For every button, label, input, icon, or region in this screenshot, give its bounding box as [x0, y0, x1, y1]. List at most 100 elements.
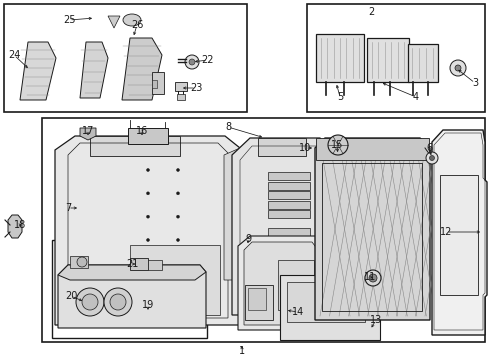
- Circle shape: [364, 270, 380, 286]
- Text: 21: 21: [125, 259, 138, 269]
- Circle shape: [176, 168, 179, 171]
- Bar: [407, 44, 437, 82]
- Text: 22: 22: [202, 55, 214, 65]
- Bar: [70, 256, 88, 268]
- Bar: [267, 238, 309, 246]
- Circle shape: [454, 65, 460, 71]
- Bar: [267, 191, 309, 199]
- Bar: [267, 258, 309, 266]
- Polygon shape: [224, 148, 240, 280]
- Bar: [90, 136, 180, 156]
- Polygon shape: [80, 42, 108, 98]
- Circle shape: [104, 288, 132, 316]
- Ellipse shape: [123, 14, 141, 26]
- Bar: [177, 94, 184, 100]
- Circle shape: [184, 55, 199, 69]
- Bar: [267, 172, 309, 180]
- Bar: [315, 34, 363, 82]
- Circle shape: [82, 294, 98, 310]
- Bar: [258, 138, 305, 156]
- Text: 19: 19: [142, 300, 154, 310]
- Circle shape: [176, 192, 179, 195]
- Bar: [247, 288, 265, 310]
- Text: 5: 5: [336, 92, 343, 102]
- Circle shape: [146, 239, 149, 242]
- Bar: [267, 181, 309, 189]
- Text: 4: 4: [412, 92, 418, 102]
- Polygon shape: [231, 138, 329, 315]
- Bar: [321, 163, 421, 311]
- Bar: [128, 128, 168, 144]
- Text: 6: 6: [425, 143, 431, 153]
- Text: 12: 12: [439, 227, 451, 237]
- Text: 18: 18: [14, 220, 26, 230]
- Circle shape: [146, 215, 149, 218]
- Polygon shape: [244, 242, 317, 325]
- Polygon shape: [55, 136, 240, 325]
- Text: 26: 26: [131, 20, 143, 30]
- Bar: [152, 80, 157, 88]
- Text: 8: 8: [224, 122, 231, 132]
- Text: 3: 3: [471, 78, 477, 88]
- Text: 9: 9: [244, 234, 250, 244]
- Circle shape: [176, 239, 179, 242]
- Circle shape: [146, 192, 149, 195]
- Text: 25: 25: [62, 15, 75, 25]
- Text: 11: 11: [363, 272, 375, 282]
- Text: 2: 2: [367, 7, 373, 17]
- Bar: [148, 260, 162, 270]
- Circle shape: [368, 274, 376, 282]
- Bar: [366, 38, 408, 82]
- Bar: [4, 4, 246, 112]
- Circle shape: [76, 288, 104, 316]
- Bar: [130, 258, 148, 270]
- Text: 14: 14: [291, 307, 304, 317]
- Text: 15: 15: [330, 140, 343, 150]
- Polygon shape: [108, 16, 120, 28]
- Text: 17: 17: [81, 126, 94, 136]
- Circle shape: [146, 168, 149, 171]
- Circle shape: [449, 60, 465, 76]
- Text: 24: 24: [8, 50, 20, 60]
- Bar: [306, 4, 484, 112]
- Text: 13: 13: [369, 315, 381, 325]
- Text: 16: 16: [136, 126, 148, 136]
- Text: 7: 7: [65, 203, 71, 213]
- Bar: [175, 82, 186, 91]
- Circle shape: [425, 152, 437, 164]
- Polygon shape: [20, 42, 56, 100]
- Circle shape: [176, 215, 179, 218]
- Bar: [267, 268, 309, 276]
- Polygon shape: [314, 138, 429, 320]
- Bar: [267, 248, 309, 256]
- Bar: [267, 210, 309, 218]
- Text: 23: 23: [189, 83, 202, 93]
- Bar: [152, 72, 163, 94]
- Circle shape: [327, 135, 347, 155]
- Text: 20: 20: [65, 291, 77, 301]
- Polygon shape: [80, 128, 96, 140]
- Bar: [286, 282, 364, 322]
- Bar: [280, 275, 379, 340]
- Polygon shape: [58, 265, 205, 328]
- Circle shape: [77, 257, 87, 267]
- Polygon shape: [238, 236, 325, 330]
- Polygon shape: [431, 130, 486, 335]
- Circle shape: [189, 59, 195, 65]
- Bar: [439, 175, 477, 295]
- Bar: [267, 201, 309, 208]
- Bar: [130, 245, 220, 315]
- Text: 1: 1: [239, 346, 244, 356]
- Bar: [42, 118, 484, 342]
- Bar: [267, 228, 309, 236]
- Text: 10: 10: [298, 143, 310, 153]
- Bar: [315, 138, 428, 160]
- Polygon shape: [58, 265, 205, 280]
- Polygon shape: [8, 215, 22, 238]
- Circle shape: [428, 156, 434, 161]
- Circle shape: [110, 294, 126, 310]
- Bar: [278, 260, 313, 310]
- Polygon shape: [122, 38, 162, 100]
- Bar: [244, 285, 272, 320]
- Bar: [52, 240, 206, 338]
